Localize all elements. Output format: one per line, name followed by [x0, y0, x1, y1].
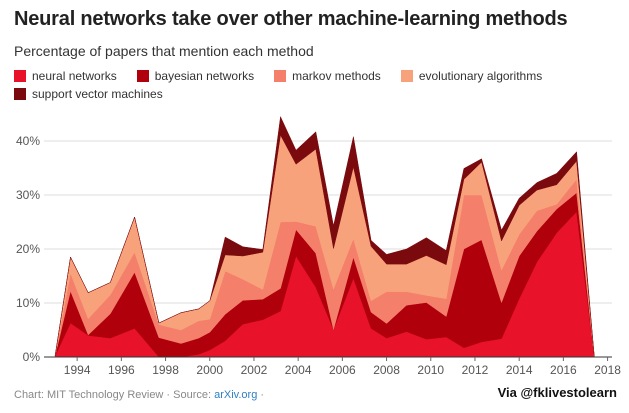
legend-item-support-vector-machines: support vector machines	[14, 86, 163, 102]
legend-label: support vector machines	[32, 87, 163, 101]
y-tick-label: 30%	[16, 188, 40, 202]
legend-swatch	[136, 70, 149, 82]
legend-item-markov-methods: markov methods	[274, 68, 381, 84]
y-axis: 0% 10% 20% 30% 40%	[16, 134, 40, 364]
y-tick-label: 10%	[16, 296, 40, 310]
legend-swatch	[14, 70, 26, 82]
legend-label: evolutionary algorithms	[418, 69, 543, 83]
source-note: Chart: MIT Technology Review · Source: a…	[14, 389, 264, 401]
x-tick-label: 2016	[550, 363, 577, 377]
source-prefix: Chart: MIT Technology Review · Source:	[14, 389, 215, 401]
x-tick-label: 1998	[152, 363, 179, 377]
y-tick-label: 20%	[16, 242, 40, 256]
x-tick-label: 2006	[329, 363, 356, 377]
x-tick-label: 2002	[241, 363, 268, 377]
x-tick-label: 2018	[594, 363, 621, 377]
x-tick-label: 2004	[285, 363, 312, 377]
chart-title: Neural networks take over other machine-…	[14, 8, 568, 30]
watermark-credit: Via @fklivestolearn	[497, 385, 617, 400]
source-suffix: ·	[257, 389, 265, 401]
area-series	[54, 116, 613, 358]
x-tick-label: 2014	[506, 363, 533, 377]
x-tick-label: 1996	[108, 363, 135, 377]
y-tick-label: 40%	[16, 134, 40, 148]
x-tick-label: 2012	[462, 363, 489, 377]
legend-label: markov methods	[292, 69, 381, 83]
x-tick-label: 2000	[196, 363, 223, 377]
source-link[interactable]: arXiv.org	[214, 389, 258, 401]
legend-item-neural-networks: neural networks	[14, 68, 117, 84]
y-tick-label: 0%	[23, 350, 41, 364]
x-tick-label: 1994	[64, 363, 91, 377]
legend-label: bayesian networks	[154, 69, 255, 83]
x-tick-label: 2010	[417, 363, 444, 377]
legend-swatch	[274, 70, 287, 82]
legend-item-evolutionary-algorithms: evolutionary algorithms	[400, 68, 543, 84]
x-axis: 1994 1996 1998 2000 2002 2004 2006 2008 2010 2012…	[44, 356, 621, 377]
chart-subtitle: Percentage of papers that mention each m…	[14, 43, 314, 59]
legend-swatch	[400, 70, 413, 82]
legend-swatch	[14, 88, 26, 100]
legend-label: neural networks	[32, 69, 117, 83]
legend: neural networks bayesian networks markov m…	[14, 68, 614, 102]
legend-item-bayesian-networks: bayesian networks	[136, 68, 255, 84]
x-tick-label: 2008	[373, 363, 400, 377]
